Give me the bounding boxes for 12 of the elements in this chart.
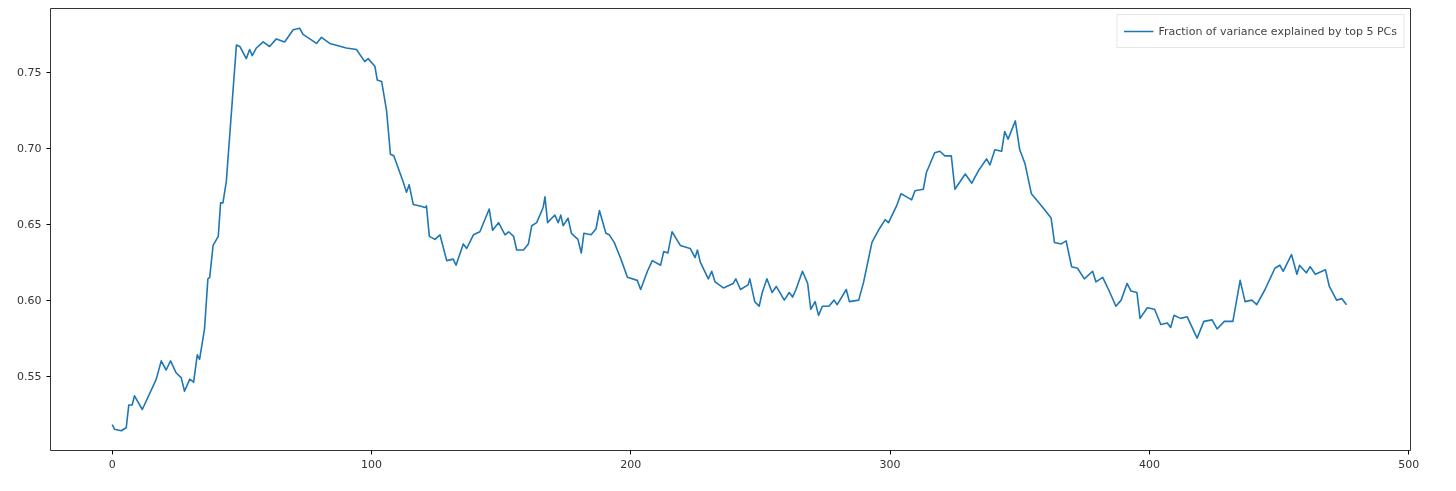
y-tick-label: 0.75 (17, 66, 42, 80)
x-tick-label: 300 (879, 457, 901, 471)
legend-label: Fraction of variance explained by top 5 PCs (1158, 24, 1397, 38)
y-tick-label: 0.60 (17, 294, 42, 308)
x-tick-label: 500 (1398, 457, 1420, 471)
x-tick-label: 200 (620, 457, 642, 471)
y-tick-label: 0.55 (17, 370, 42, 384)
y-tick-label: 0.70 (17, 142, 42, 156)
y-tick-label: 0.65 (17, 218, 42, 232)
x-tick-label: 100 (361, 457, 383, 471)
x-tick-label: 400 (1138, 457, 1160, 471)
x-tick-label: 0 (108, 457, 116, 471)
